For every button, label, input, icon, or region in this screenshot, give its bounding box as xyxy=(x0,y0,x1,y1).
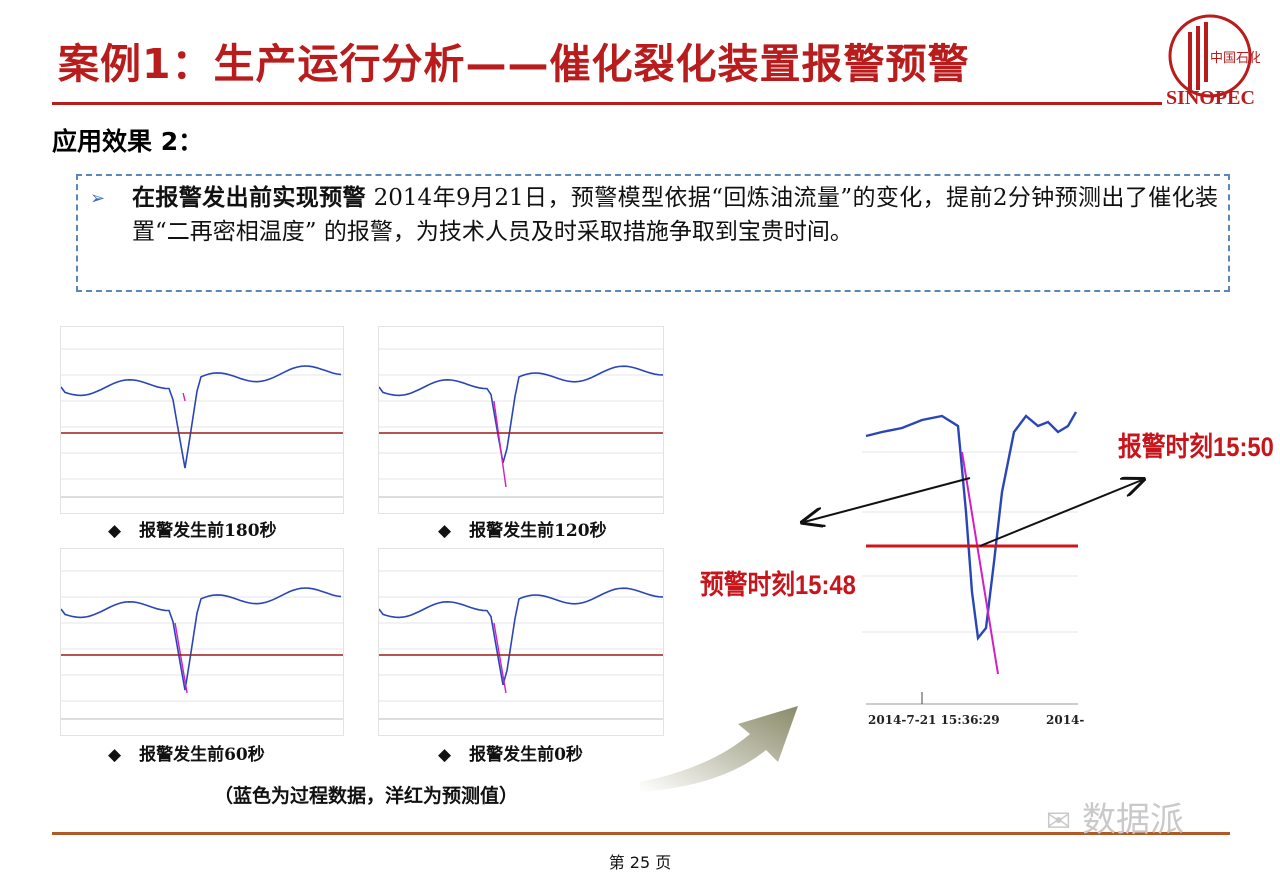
trend-panel-180s xyxy=(60,326,344,514)
callout-lead: 在报警发出前实现预警 xyxy=(132,184,366,211)
page-title: 案例1：生产运行分析——催化裂化装置报警预警 xyxy=(58,40,970,88)
alarm-time-label: 报警时刻15:50 xyxy=(1118,432,1274,462)
trend-chart-60s xyxy=(61,570,343,720)
trend-chart-0s xyxy=(379,570,663,720)
trend-panel-60s xyxy=(60,548,344,736)
callout-body: 2014年9月21日，预警模型依据“回炼油流量”的变化，提前2分钟预测出了催化装… xyxy=(132,185,1219,245)
panel-caption-text: 报警发生前120秒 xyxy=(469,521,607,541)
zoomed-trend-chart xyxy=(862,411,1078,705)
trend-panel-120s xyxy=(378,326,664,514)
trend-chart-120s xyxy=(379,348,663,498)
diamond-bullet-icon: ◆ xyxy=(438,521,452,541)
logo-cn-text: 中国石化 xyxy=(1210,51,1260,66)
panel-caption-text: 报警发生前0秒 xyxy=(469,745,583,765)
watermark: ✉ 数据派 xyxy=(1046,792,1184,841)
zoom-prediction-line xyxy=(961,451,999,675)
zoom-x-end: 2014- xyxy=(1046,713,1085,727)
zoom-x-start: 2014-7-21 15:36:29 xyxy=(868,713,1000,727)
diamond-bullet-icon: ◆ xyxy=(438,745,452,765)
diamond-bullet-icon: ◆ xyxy=(108,745,122,765)
panel-caption-0s: ◆ 报警发生前0秒 xyxy=(438,740,583,765)
panel-caption-120s: ◆ 报警发生前120秒 xyxy=(438,516,607,541)
logo-text: SINOPEC xyxy=(1166,87,1255,107)
prediction-line xyxy=(493,400,507,488)
callout-text: 在报警发出前实现预警 2014年9月21日，预警模型依据“回炼油流量”的变化，提… xyxy=(132,181,1218,249)
panel-caption-60s: ◆ 报警发生前60秒 xyxy=(108,740,265,765)
process-curve xyxy=(379,365,663,464)
footer-divider xyxy=(52,832,1230,835)
title-divider xyxy=(52,102,1162,105)
callout-box xyxy=(76,174,1230,292)
process-curve xyxy=(61,587,342,691)
warning-time-label: 预警时刻15:48 xyxy=(700,570,856,600)
arrow-to-warning xyxy=(804,477,971,522)
legend-note: （蓝色为过程数据，洋红为预测值） xyxy=(214,785,519,807)
process-curve xyxy=(379,587,663,686)
prediction-line xyxy=(493,622,507,694)
section-subheading: 应用效果 2： xyxy=(52,127,204,156)
prediction-line xyxy=(182,392,186,402)
prediction-line xyxy=(174,622,188,694)
watermark-text: 数据派 xyxy=(1081,800,1184,840)
trend-panel-0s xyxy=(378,548,664,736)
page-number: 第 25 页 xyxy=(608,853,672,872)
sinopec-logo: 中国石化 SINOPEC xyxy=(1160,12,1262,109)
process-curve xyxy=(61,365,342,469)
arrow-to-alarm xyxy=(979,480,1142,547)
annotation-arrows xyxy=(790,460,1160,547)
panel-caption-180s: ◆ 报警发生前180秒 xyxy=(108,516,277,541)
curved-arrow-icon xyxy=(640,706,798,792)
panel-caption-text: 报警发生前60秒 xyxy=(139,745,265,765)
diamond-bullet-icon: ◆ xyxy=(108,521,122,541)
chat-bubble-icon: ✉ xyxy=(1046,804,1072,839)
panel-caption-text: 报警发生前180秒 xyxy=(139,521,277,541)
trend-chart-180s xyxy=(61,348,343,498)
zoomed-chart xyxy=(862,392,1078,730)
arrow-bullet-icon: ➢ xyxy=(90,188,106,209)
zoom-process-curve xyxy=(865,411,1078,641)
